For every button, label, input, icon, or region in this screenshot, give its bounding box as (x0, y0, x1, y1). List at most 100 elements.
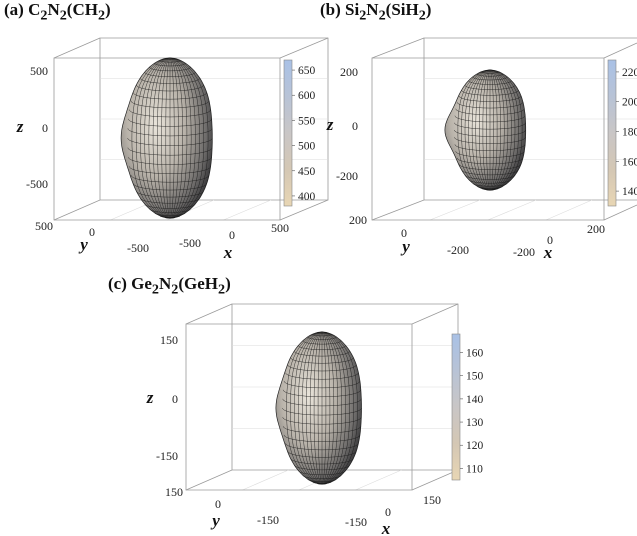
mesh-longitude (131, 57, 171, 219)
x-tick-label: -500 (179, 236, 201, 250)
z-axis-label: z (16, 117, 24, 136)
mesh-longitude (321, 331, 335, 485)
mesh-longitude (457, 69, 491, 191)
back-face (423, 37, 637, 201)
mesh-longitude (479, 69, 491, 191)
floor-grid-line (545, 199, 593, 221)
x-tick-label: 150 (423, 493, 441, 507)
mesh-longitude (489, 69, 498, 191)
floor-grid-line (429, 199, 481, 221)
mesh-longitude (169, 57, 188, 219)
colorbar-tick-label: 200 (622, 97, 637, 109)
y-tick-label: 0 (401, 226, 407, 240)
colorbar (451, 333, 461, 481)
mesh-longitude (489, 69, 519, 191)
surface-body (444, 69, 527, 191)
mesh-longitude (305, 331, 323, 485)
box-edge (371, 199, 425, 221)
colorbar-tick-label: 600 (298, 90, 316, 102)
colorbar-tick-label: 500 (298, 141, 316, 153)
panel-title: (c) Ge2N2(GeH2) (108, 274, 231, 298)
x-axis-label: x (381, 519, 391, 536)
mesh-longitude (309, 331, 323, 485)
panel-c: (c) Ge2N2(GeH2) 160 150 140 130 120 110 150 0 -1… (108, 268, 484, 536)
z-tick-label: 500 (30, 64, 48, 78)
z-tick-label: 0 (352, 119, 358, 133)
mesh-longitude (486, 69, 491, 191)
y-tick-label: 0 (215, 497, 221, 511)
panel-formula: Ge2N2(GeH2) (131, 274, 231, 298)
y-tick-label: 200 (349, 213, 367, 227)
colorbar-tick-label: 650 (298, 65, 316, 77)
x-tick-label: 500 (271, 221, 289, 235)
mesh-longitude (489, 69, 505, 191)
mesh-longitude (140, 57, 171, 219)
box-edge (603, 204, 637, 221)
colorbar-tick-label: 120 (466, 440, 484, 452)
mesh-longitude (461, 69, 491, 191)
colorbar-tick-label: 140 (466, 394, 484, 406)
panel-label: (a) (4, 0, 24, 19)
x-tick-label: 0 (547, 233, 553, 247)
mesh-longitude (464, 69, 491, 191)
panel-label: (b) (320, 0, 341, 19)
box-edge (53, 199, 101, 221)
mesh-longitude (489, 69, 509, 191)
mesh-longitude (321, 331, 350, 485)
colorbar-tick-label: 130 (466, 417, 484, 429)
panel-formula: Si2N2(SiH2) (345, 0, 432, 24)
colorbar-tick-label: 450 (298, 166, 316, 178)
box-edge (279, 37, 329, 59)
mesh-longitude (302, 331, 323, 485)
mesh-longitude (321, 331, 342, 485)
colorbar-tick-label: 180 (622, 127, 637, 139)
front-face (185, 323, 413, 491)
floor-grid-line (355, 469, 402, 491)
y-tick-label: 500 (35, 219, 53, 233)
mesh-longitude (471, 69, 491, 191)
z-tick-label: -150 (156, 449, 178, 463)
box-edge (411, 303, 459, 325)
x-tick-label: -200 (513, 245, 535, 259)
colorbar-tick-label: 220 (622, 67, 637, 79)
mesh-longitude (169, 57, 196, 219)
mesh-longitude (290, 331, 323, 485)
mesh-latitude (164, 217, 176, 219)
box-edge (411, 469, 459, 491)
mesh-longitude (489, 69, 523, 191)
mesh-longitude (135, 57, 171, 219)
z-tick-label: 0 (42, 121, 48, 135)
floor-grid-line (242, 469, 289, 491)
floor-grid-line (487, 199, 537, 221)
z-tick-label: -500 (26, 177, 48, 191)
mesh-longitude (169, 57, 192, 219)
colorbar-tick-label: 550 (298, 115, 316, 127)
surface (275, 331, 362, 485)
z-tick-label: 150 (160, 333, 178, 347)
y-tick-label: -200 (447, 243, 469, 257)
mesh-longitude (152, 57, 171, 219)
x-axis-label: x (543, 243, 553, 262)
mesh-longitude (169, 57, 183, 219)
plot-area: 220 200 180 160 140 200 0 -200 200 0 -200 -200 0 200 z… (326, 37, 637, 262)
mesh-longitude (144, 57, 171, 219)
y-tick-label: 150 (165, 485, 183, 499)
mesh-longitude (321, 331, 358, 485)
plot-area: 160 150 140 130 120 110 150 0 -150 150 0 -150 -150 0 1… (146, 303, 484, 536)
mesh-longitude (169, 57, 175, 219)
colorbar-tick-label: 140 (622, 186, 637, 198)
mesh-longitude (169, 57, 209, 219)
x-tick-label: 0 (229, 228, 235, 242)
surface (444, 69, 527, 191)
panel-title: (b) Si2N2(SiH2) (320, 0, 431, 24)
z-axis-label: z (326, 115, 334, 134)
mesh-longitude (161, 57, 171, 219)
mesh-longitude (321, 331, 339, 485)
z-axis-label: z (146, 388, 154, 407)
mesh-longitude (148, 57, 171, 219)
mesh-longitude (298, 331, 323, 485)
mesh-longitude (286, 331, 323, 485)
colorbar-tick-label: 160 (622, 156, 637, 168)
mesh-longitude (157, 57, 171, 219)
y-axis-label: y (210, 511, 220, 530)
